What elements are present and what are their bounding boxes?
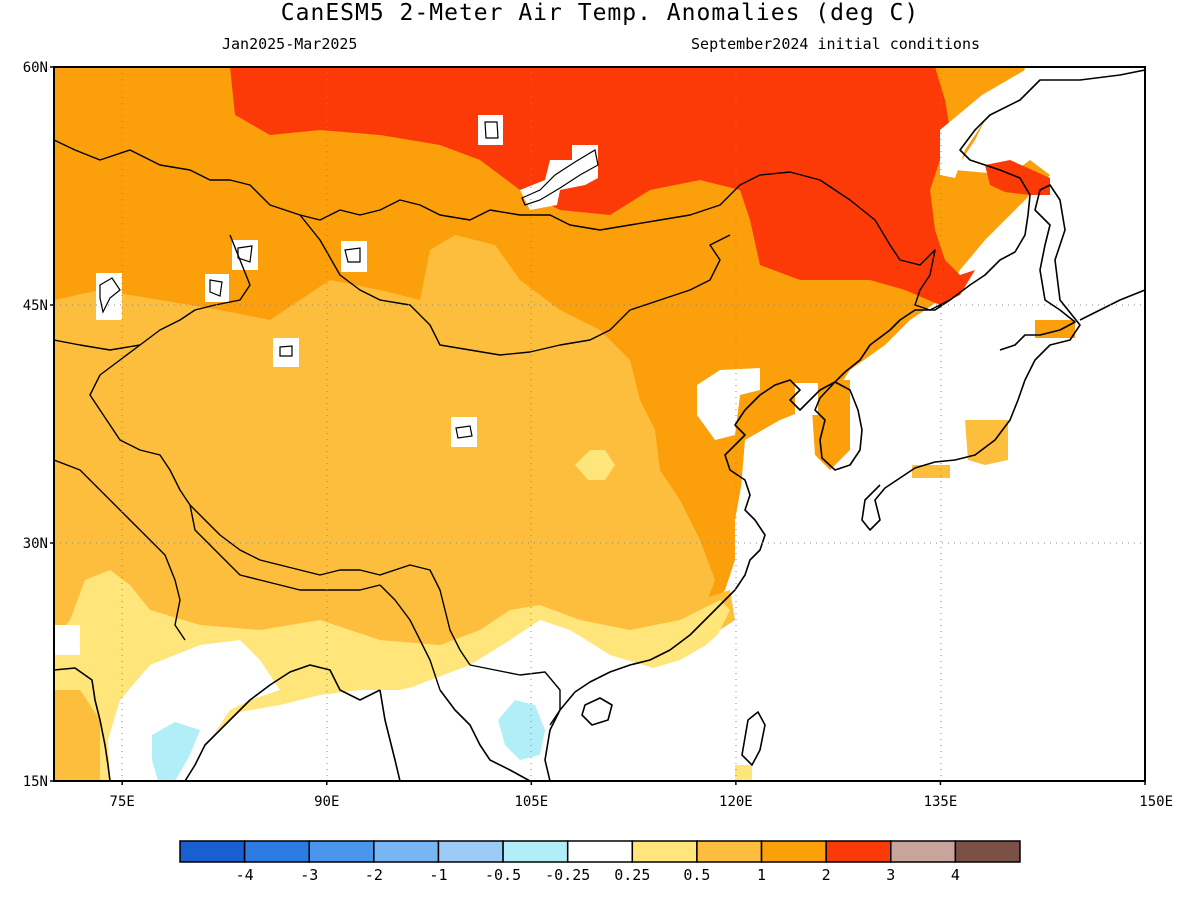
lat-axis: 60N 45N 30N 15N: [23, 60, 54, 790]
lake-bosten-outline: [279, 345, 293, 357]
country-borders: [54, 139, 951, 726]
coastline-india-east: [184, 664, 381, 781]
border-china-west: [89, 234, 471, 666]
lon-tick-label: 120E: [719, 794, 753, 810]
lake-mask-alakol: [205, 274, 229, 302]
lake-baikal-outline: [521, 149, 599, 206]
colorbar-label: -2: [365, 866, 383, 884]
lon-tick-label: 90E: [314, 794, 339, 810]
lake-mask-korea-bay: [795, 383, 818, 415]
colorbar-swatch: [631, 840, 698, 863]
colorbar-swatch: [566, 840, 634, 863]
colorbar-swatch: [373, 840, 440, 863]
anomaly-fill-japan-honshu: [965, 420, 1008, 465]
lake-mask-zaysan: [232, 240, 258, 270]
colorbar-swatch: [437, 840, 504, 863]
ocean-east: [735, 67, 1145, 781]
lon-tick-label: 75E: [110, 794, 135, 810]
border-himalaya: [189, 504, 381, 591]
anomaly-fill-negative-indochina: [498, 700, 545, 760]
lon-tick-label: 150E: [1139, 794, 1173, 810]
colorbar-label: 4: [951, 866, 960, 884]
lake-mask-sw-coast: [54, 625, 80, 655]
border-indochina: [469, 664, 561, 726]
lon-axis: 75E 90E 105E 120E 135E 150E: [110, 781, 1173, 810]
lake-balkhash-outline: [99, 277, 121, 314]
map-plot-area: [54, 67, 1145, 781]
colorbar-swatch: [825, 840, 892, 863]
lake-mask-qinghai: [451, 417, 477, 447]
lat-tick-label: 45N: [23, 298, 48, 314]
coastline-bay-bengal: [379, 689, 401, 781]
map-title: CanESM5 2-Meter Air Temp. Anomalies (deg…: [280, 0, 920, 26]
border-burma: [379, 584, 441, 691]
colorbar-swatch: [179, 840, 246, 863]
lake-mask-khovsgol: [478, 115, 503, 145]
forecast-period: Jan2025-Mar2025: [222, 35, 358, 53]
lake-alakol-outline: [209, 279, 223, 297]
coastline-taiwan: [741, 711, 766, 766]
lake-outlines: [99, 121, 599, 439]
colorbar-label: -0.25: [545, 866, 590, 884]
colorbar-label: 0.25: [614, 866, 650, 884]
coastline-india-west: [54, 667, 111, 781]
border-russia-kazakhstan: [54, 139, 951, 311]
lake-mask-bosten: [273, 338, 299, 367]
colorbar-label: 2: [822, 866, 831, 884]
anomaly-fill-japan-south: [912, 465, 950, 478]
gridlines: [54, 67, 1145, 781]
border-mongolia-china: [299, 214, 731, 356]
colorbar-swatch: [308, 840, 375, 863]
colorbar-label: 3: [886, 866, 895, 884]
map-frame: [53, 66, 1146, 782]
coastline-japan: [861, 184, 1081, 531]
colorbar-swatch: [954, 840, 1021, 863]
lon-tick-label: 105E: [514, 794, 548, 810]
colorbar-swatch: [760, 840, 827, 863]
anomaly-fill-0.25-to-0.5-spot: [575, 450, 615, 480]
coastline-eastasia: [544, 69, 1145, 781]
colorbar-swatch: [696, 840, 763, 863]
lake-mask-baikal: [520, 145, 598, 210]
anomaly-fill-0.25-to-0.5: [54, 570, 730, 781]
lon-tick-label: 135E: [924, 794, 958, 810]
lake-mask-bohai: [697, 368, 760, 440]
colorbar-label: -1: [429, 866, 447, 884]
lake-mask-uvs: [341, 241, 367, 272]
colorbar-label: 1: [757, 866, 766, 884]
colorbar-label: -0.5: [485, 866, 521, 884]
lat-tick-label: 30N: [23, 536, 48, 552]
lat-tick-label: 60N: [23, 60, 48, 76]
colorbar-label: 0.5: [683, 866, 710, 884]
colorbar: -4 -3 -2 -1 -0.5 -0.25 0.25 0.5 1 2 3 4: [179, 840, 1021, 884]
coastline-hainan: [581, 697, 613, 726]
anomaly-fill-2-to-3-north: [230, 67, 975, 305]
colorbar-swatch: [502, 840, 569, 863]
lat-tick-label: 15N: [23, 774, 48, 790]
border-south-asia: [54, 459, 186, 641]
coastlines: [54, 69, 1145, 781]
anomaly-fill-neutral-india: [108, 640, 280, 781]
coastline-korea: [814, 381, 863, 471]
lake-khovsgol-outline: [484, 121, 499, 139]
border-central-asia: [54, 339, 141, 351]
coastline-indochina: [439, 689, 531, 781]
anomaly-fill-taiwan: [735, 765, 752, 781]
initial-conditions-note: September2024 initial conditions: [691, 35, 980, 53]
lake-zaysan-outline: [237, 245, 253, 263]
colorbar-swatch: [243, 840, 310, 863]
lake-uvs-outline: [344, 247, 361, 263]
colorbar-label: -4: [236, 866, 254, 884]
lake-qinghai-outline: [455, 425, 473, 439]
anomaly-fill-negative-india: [152, 722, 200, 781]
colorbar-label: -3: [300, 866, 318, 884]
colorbar-swatch: [890, 840, 957, 863]
